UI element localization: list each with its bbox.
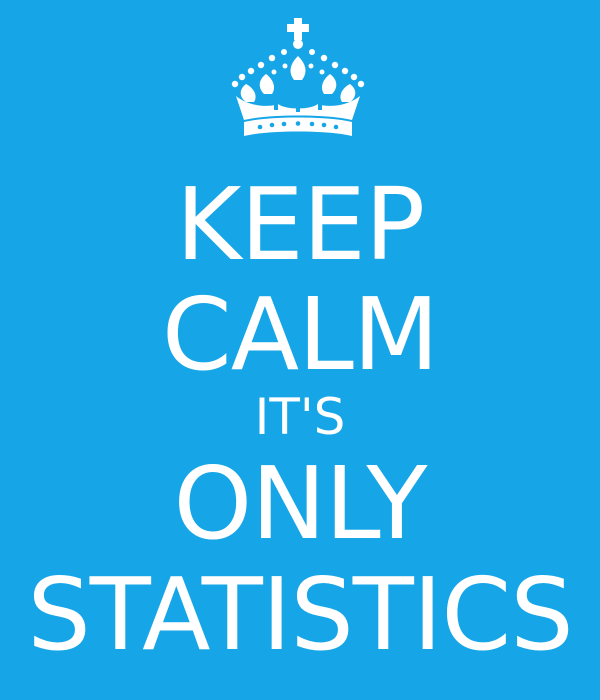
headline-calm: CALM [161, 276, 439, 393]
crown-icon [231, 18, 365, 136]
headline-keep: KEEP [175, 166, 425, 283]
headline-only: ONLY [173, 445, 427, 562]
subline-its: IT'S [254, 388, 346, 446]
headline-statistics: STATISTICS [27, 556, 573, 673]
